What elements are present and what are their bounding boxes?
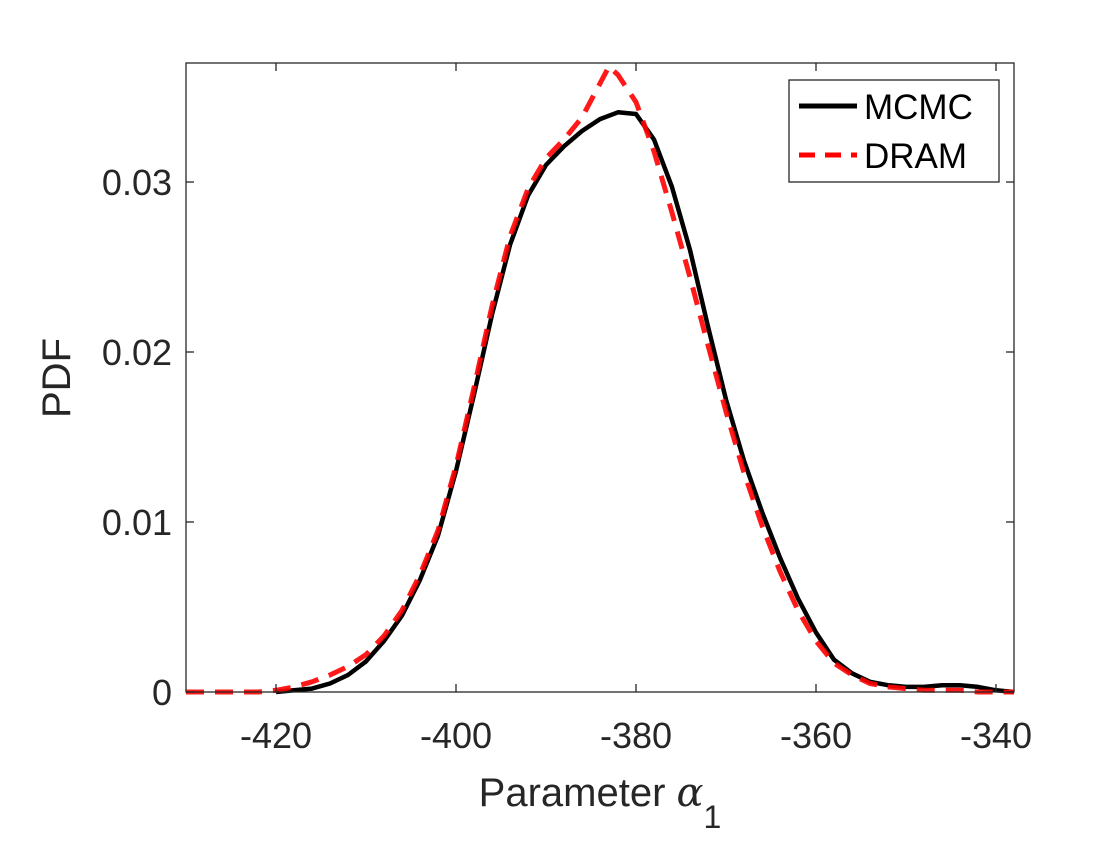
x-axis-title-text: Parameter [479,771,677,815]
y-tick-labels: 0 0.01 0.02 0.03 [102,162,172,713]
x-tick-labels: -420 -400 -380 -360 -340 [240,715,1032,756]
y-axis-title: PDF [35,338,79,418]
x-axis-title-symbol: α [677,770,704,816]
x-tick-label: -420 [240,715,312,756]
ticks-layer [186,63,1014,693]
y-tick-label: 0 [152,672,172,713]
legend-label-dram: DRAM [864,137,967,176]
legend: MCMC DRAM [788,79,1000,183]
plot-area-frame [185,62,1015,693]
y-tick-label: 0.01 [102,502,172,543]
series-line-mcmc [275,110,1015,695]
x-axis-title-subscript: 1 [704,799,722,835]
y-tick-label: 0.03 [102,162,172,203]
series-line-dram [186,63,1014,695]
y-tick-label: 0.02 [102,332,172,373]
series-layer [186,63,1015,695]
legend-box [788,79,1000,183]
x-tick-label: -340 [960,715,1032,756]
x-tick-label: -380 [600,715,672,756]
legend-label-mcmc: MCMC [864,88,973,127]
x-axis-title: Parameter α1 [479,770,722,835]
x-tick-label: -360 [780,715,852,756]
x-tick-label: -400 [420,715,492,756]
